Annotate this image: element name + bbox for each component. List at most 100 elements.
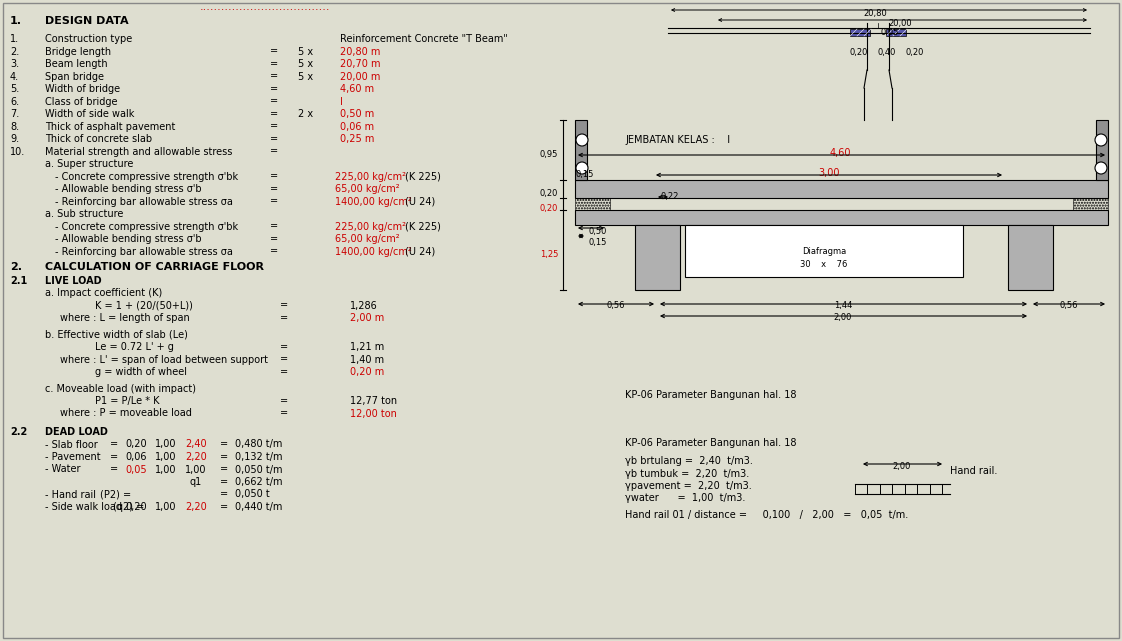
Text: 225,00 kg/cm²: 225,00 kg/cm²: [335, 172, 406, 181]
Text: 2.2: 2.2: [10, 427, 27, 437]
Text: 0,440 t/m: 0,440 t/m: [234, 502, 283, 512]
Text: - Allowable bending stress σ'b: - Allowable bending stress σ'b: [55, 234, 202, 244]
Text: I: I: [340, 97, 343, 106]
Text: =: =: [280, 354, 288, 365]
Text: 2 x: 2 x: [298, 109, 313, 119]
Text: Material strength and allowable stress: Material strength and allowable stress: [45, 147, 232, 156]
Text: =: =: [270, 59, 278, 69]
Text: - Concrete compressive strength σ'bk: - Concrete compressive strength σ'bk: [55, 172, 238, 181]
Bar: [574, 180, 1109, 198]
Text: 20,80 m: 20,80 m: [340, 47, 380, 56]
Text: =: =: [270, 184, 278, 194]
Text: 6.: 6.: [10, 97, 19, 106]
Text: 1,40 m: 1,40 m: [350, 354, 384, 365]
Text: =: =: [270, 247, 278, 256]
Text: 30    x    76: 30 x 76: [800, 260, 848, 269]
Text: =: =: [220, 452, 228, 462]
Bar: [850, 29, 870, 36]
Text: 1,00: 1,00: [155, 452, 176, 462]
Text: =: =: [270, 147, 278, 156]
Text: 1,00: 1,00: [155, 465, 176, 474]
Text: =: =: [270, 197, 278, 206]
Circle shape: [1095, 162, 1107, 174]
Text: 0,20: 0,20: [540, 189, 558, 198]
Text: =: =: [270, 234, 278, 244]
Circle shape: [1095, 134, 1107, 146]
Text: 0,662 t/m: 0,662 t/m: [234, 477, 283, 487]
Text: 1,00: 1,00: [185, 465, 206, 474]
Text: Hand rail.: Hand rail.: [950, 466, 997, 476]
Text: 9.: 9.: [10, 134, 19, 144]
Text: =: =: [220, 490, 228, 499]
Text: CALCULATION OF CARRIAGE FLOOR: CALCULATION OF CARRIAGE FLOOR: [45, 262, 264, 272]
Circle shape: [576, 162, 588, 174]
Text: 2,00: 2,00: [893, 462, 911, 471]
Text: (U 24): (U 24): [405, 247, 435, 256]
Text: JEMBATAN KELAS :    I: JEMBATAN KELAS : I: [625, 135, 730, 145]
Text: 3.: 3.: [10, 59, 19, 69]
Bar: [635, 225, 680, 290]
Text: 0,22: 0,22: [661, 192, 680, 201]
Text: 2,20: 2,20: [185, 452, 206, 462]
Text: (K 225): (K 225): [405, 222, 441, 231]
Bar: [574, 210, 1109, 225]
Text: - Water: - Water: [45, 465, 81, 474]
Text: 0,15: 0,15: [589, 238, 607, 247]
Text: (P2) =: (P2) =: [100, 490, 131, 499]
Text: 4,60: 4,60: [829, 148, 850, 158]
Text: Thick of asphalt pavement: Thick of asphalt pavement: [45, 122, 175, 131]
Text: =: =: [270, 84, 278, 94]
Bar: [1096, 120, 1109, 180]
Text: (q2) =: (q2) =: [113, 502, 145, 512]
Text: b. Effective width of slab (Le): b. Effective width of slab (Le): [45, 329, 187, 340]
Bar: [1008, 225, 1054, 290]
Text: - Pavement: - Pavement: [45, 452, 101, 462]
Text: 0,050 t/m: 0,050 t/m: [234, 465, 283, 474]
Circle shape: [576, 134, 588, 146]
Text: c. Moveable load (with impact): c. Moveable load (with impact): [45, 383, 196, 394]
Text: 3,00: 3,00: [818, 168, 839, 178]
Text: 2,00 m: 2,00 m: [350, 313, 384, 323]
Text: 0,20 m: 0,20 m: [350, 367, 384, 377]
Text: 65,00 kg/cm²: 65,00 kg/cm²: [335, 234, 399, 244]
Bar: [574, 120, 587, 180]
Text: γpavement =  2,20  t/m3.: γpavement = 2,20 t/m3.: [625, 481, 752, 491]
Text: 5 x: 5 x: [298, 59, 313, 69]
Text: K = 1 + (20/(50+L)): K = 1 + (20/(50+L)): [95, 301, 193, 310]
Text: Construction type: Construction type: [45, 34, 132, 44]
Text: =: =: [270, 122, 278, 131]
Text: =: =: [280, 313, 288, 323]
Text: 0,20: 0,20: [125, 502, 147, 512]
Text: 7.: 7.: [10, 109, 19, 119]
Text: - Concrete compressive strength σ'bk: - Concrete compressive strength σ'bk: [55, 222, 238, 231]
Text: =: =: [270, 47, 278, 56]
Text: g = width of wheel: g = width of wheel: [95, 367, 187, 377]
Text: 0,132 t/m: 0,132 t/m: [234, 452, 283, 462]
Text: =: =: [280, 367, 288, 377]
Text: =: =: [220, 477, 228, 487]
Text: - Reinforcing bar allowable stress σa: - Reinforcing bar allowable stress σa: [55, 197, 233, 206]
Text: 2.1: 2.1: [10, 276, 27, 285]
Text: 20,00: 20,00: [889, 19, 912, 28]
Text: Class of bridge: Class of bridge: [45, 97, 118, 106]
Text: - Side walk load: - Side walk load: [45, 502, 122, 512]
Text: =: =: [220, 440, 228, 449]
Text: =: =: [280, 408, 288, 419]
Text: 0,50 m: 0,50 m: [340, 109, 375, 119]
Text: Beam length: Beam length: [45, 59, 108, 69]
Text: - Reinforcing bar allowable stress σa: - Reinforcing bar allowable stress σa: [55, 247, 233, 256]
Text: Span bridge: Span bridge: [45, 72, 104, 81]
Bar: [1073, 198, 1109, 212]
Text: 1.: 1.: [10, 16, 22, 26]
Text: - Hand rail: - Hand rail: [45, 490, 96, 499]
Text: DESIGN DATA: DESIGN DATA: [45, 16, 129, 26]
Text: =: =: [280, 342, 288, 352]
Text: DEAD LOAD: DEAD LOAD: [45, 427, 108, 437]
Text: 4.: 4.: [10, 72, 19, 81]
Text: Thick of concrete slab: Thick of concrete slab: [45, 134, 153, 144]
Bar: [574, 198, 610, 212]
Text: =: =: [270, 109, 278, 119]
Text: 0,20: 0,20: [905, 48, 925, 57]
Text: a. Impact coefficient (K): a. Impact coefficient (K): [45, 288, 163, 298]
Text: 1,286: 1,286: [350, 301, 378, 310]
